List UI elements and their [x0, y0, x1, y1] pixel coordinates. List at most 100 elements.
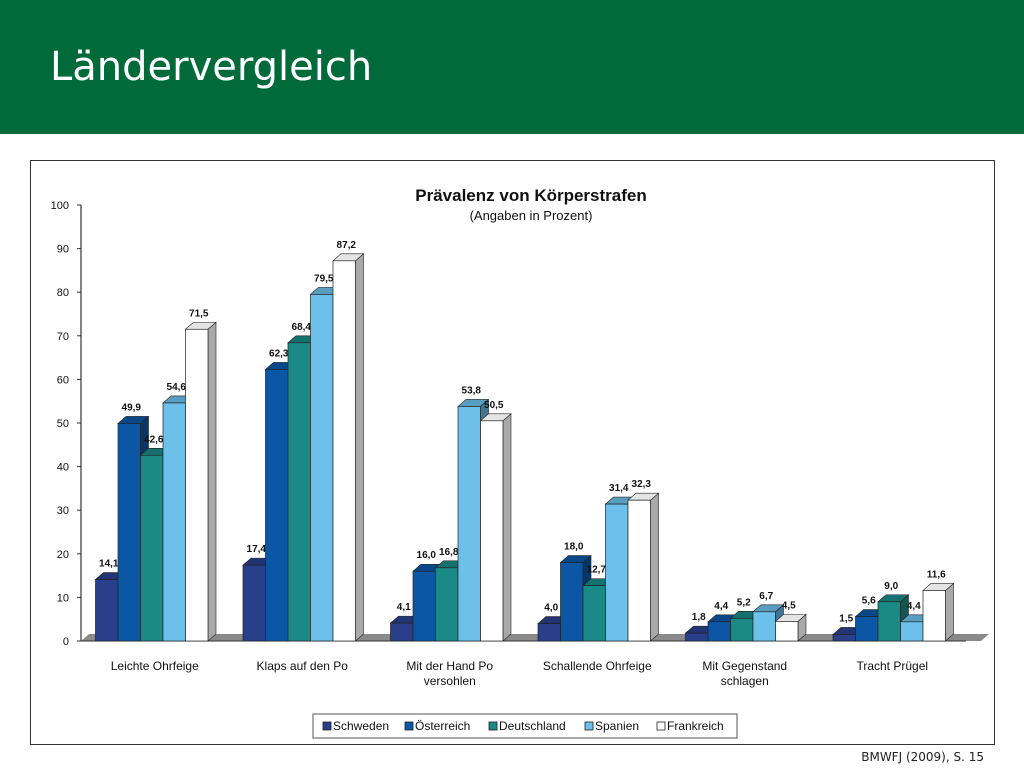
chart-frame: Prävalenz von Körperstrafen (Angaben in P… — [30, 160, 995, 745]
data-label: 54,6 — [167, 382, 187, 393]
bar — [287, 342, 311, 642]
bar — [707, 621, 731, 642]
data-label: 62,3 — [269, 348, 289, 359]
category-label: Schallende Ohrfeige — [543, 659, 652, 673]
bar — [162, 402, 186, 642]
bar — [832, 634, 856, 642]
y-tick-label: 70 — [57, 331, 69, 343]
legend-label: Österreich — [415, 719, 470, 733]
y-tick-label: 0 — [63, 636, 69, 648]
category-label: versohlen — [424, 674, 476, 688]
data-label: 14,1 — [99, 559, 119, 570]
data-label: 16,8 — [439, 547, 459, 558]
bar — [412, 570, 436, 642]
data-label: 31,4 — [609, 483, 629, 494]
bar — [242, 564, 266, 642]
bar — [435, 567, 459, 642]
bar — [900, 621, 924, 642]
bar — [877, 601, 901, 642]
bar — [332, 260, 356, 642]
chart-subtitle: (Angaben in Prozent) — [470, 208, 593, 223]
bar-side — [502, 413, 512, 642]
bar — [480, 420, 504, 642]
legend-label: Schweden — [333, 719, 389, 733]
bar — [95, 579, 119, 642]
data-label: 1,8 — [692, 612, 706, 623]
legend-box — [312, 713, 738, 739]
data-label: 79,5 — [314, 273, 334, 284]
legend-label: Frankreich — [667, 719, 724, 733]
bar — [265, 369, 289, 642]
y-tick-label: 50 — [57, 418, 69, 430]
data-label: 4,5 — [782, 600, 796, 611]
category-label: Leichte Ohrfeige — [111, 659, 199, 673]
data-label: 11,6 — [927, 569, 946, 580]
data-label: 17,4 — [247, 544, 267, 555]
bar — [775, 621, 799, 642]
category-label: Mit der Hand Po — [406, 659, 493, 673]
y-tick-label: 100 — [51, 200, 69, 212]
data-label: 5,2 — [737, 597, 751, 608]
data-label: 49,9 — [122, 402, 142, 413]
bar — [730, 617, 754, 642]
data-label: 9,0 — [884, 581, 898, 592]
legend-label: Spanien — [595, 719, 639, 733]
bar — [117, 423, 141, 642]
data-label: 4,0 — [544, 603, 558, 614]
data-label: 5,6 — [862, 596, 876, 607]
bar — [457, 406, 481, 642]
y-tick-label: 40 — [57, 462, 69, 474]
data-label: 18,0 — [564, 542, 584, 553]
bar — [752, 611, 776, 642]
bar-side — [207, 321, 217, 642]
data-label: 4,1 — [397, 602, 411, 613]
y-tick-label: 10 — [57, 592, 69, 604]
y-tick-label: 30 — [57, 505, 69, 517]
data-label: 16,0 — [417, 550, 437, 561]
bar — [390, 622, 414, 642]
bar-chart: Prävalenz von Körperstrafen (Angaben in P… — [51, 186, 989, 739]
data-label: 32,3 — [632, 479, 652, 490]
legend-swatch — [488, 721, 498, 731]
data-label: 1,5 — [839, 613, 853, 624]
data-label: 6,7 — [759, 591, 773, 602]
bar-side — [355, 253, 364, 642]
bar — [560, 562, 584, 642]
bar — [627, 499, 651, 642]
bar — [185, 328, 209, 642]
legend-label: Deutschland — [499, 719, 566, 733]
slide-header: Ländervergleich — [0, 0, 1024, 134]
chart-title: Prävalenz von Körperstrafen — [415, 186, 646, 205]
data-label: 50,5 — [484, 400, 504, 411]
legend-swatch — [584, 721, 594, 731]
data-label: 68,4 — [292, 322, 312, 333]
bar — [922, 590, 946, 642]
slide-title: Ländervergleich — [50, 44, 373, 90]
y-tick-label: 90 — [57, 244, 69, 256]
bar-side — [945, 582, 954, 642]
bar — [140, 454, 164, 642]
data-label: 71,5 — [189, 308, 209, 319]
data-label: 53,8 — [462, 385, 482, 396]
category-label: Mit Gegenstand — [702, 659, 787, 673]
bar-side — [650, 492, 659, 642]
data-label: 12,7 — [587, 565, 607, 576]
y-tick-label: 60 — [57, 374, 69, 386]
data-label: 4,4 — [714, 601, 728, 612]
data-label: 87,2 — [337, 240, 357, 251]
y-tick-label: 20 — [57, 549, 69, 561]
category-label: Tracht Prügel — [856, 659, 928, 673]
bar — [685, 632, 709, 642]
data-label: 42,6 — [144, 434, 164, 445]
source-citation: BMWFJ (2009), S. 15 — [861, 750, 984, 764]
bar — [537, 623, 561, 642]
bar — [855, 616, 879, 642]
legend-swatch — [322, 721, 332, 731]
category-label: schlagen — [721, 674, 769, 688]
bar — [582, 585, 606, 642]
bar — [605, 503, 629, 642]
data-label: 4,4 — [907, 601, 921, 612]
legend-swatch — [656, 721, 666, 731]
category-label: Klaps auf den Po — [257, 659, 349, 673]
y-tick-label: 80 — [57, 287, 69, 299]
